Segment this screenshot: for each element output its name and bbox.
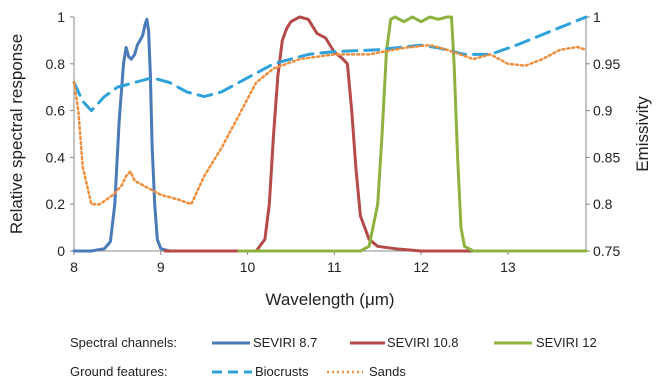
left-y-tick-label: 0.4 <box>46 149 66 165</box>
x-tick-label: 9 <box>157 259 165 275</box>
left-y-tick-label: 1 <box>57 9 65 25</box>
legend-group-title: Spectral channels: <box>70 335 177 350</box>
x-tick-label: 12 <box>413 259 429 275</box>
right-y-tick-label: 0.95 <box>593 56 620 72</box>
series-lines <box>72 15 588 253</box>
legend-group-title: Ground features: <box>70 364 168 379</box>
right-y-tick-label: 0.9 <box>593 103 613 119</box>
left-y-tick-label: 0 <box>57 243 65 259</box>
legend-label: SEVIRI 10.8 <box>387 335 459 350</box>
right-y-axis-label: Emissivity <box>633 96 652 172</box>
right-y-tick-label: 0.85 <box>593 149 620 165</box>
right-y-tick-label: 0.8 <box>593 196 613 212</box>
legend-label: SEVIRI 8.7 <box>253 335 317 350</box>
legend-label: SEVIRI 12 <box>536 335 597 350</box>
left-y-tick-label: 0.2 <box>46 196 66 212</box>
legend: Spectral channels: SEVIRI 8.7 SEVIRI 10.… <box>70 335 597 379</box>
left-y-axis-label: Relative spectral response <box>7 34 26 234</box>
legend-label: Biocrusts <box>255 364 309 379</box>
series-line-sands <box>72 43 588 206</box>
series-line-seviri-12 <box>237 15 588 253</box>
left-y-tick-label: 0.8 <box>46 56 66 72</box>
left-y-tick-label: 0.6 <box>46 103 66 119</box>
series-line-biocrusts <box>72 15 588 113</box>
tick-labels: 8 9 10 11 12 13 0 0.2 0.4 0.6 0.8 1 0.75 0.8 0.85 0.9 0.… <box>46 9 621 275</box>
x-tick-label: 8 <box>70 259 78 275</box>
x-tick-label: 13 <box>500 259 516 275</box>
x-tick-label: 10 <box>240 259 256 275</box>
series-line-seviri-8-7 <box>72 17 171 253</box>
x-axis-label: Wavelength (μm) <box>265 290 394 309</box>
right-y-tick-label: 1 <box>593 9 601 25</box>
x-tick-label: 11 <box>327 259 342 275</box>
legend-label: Sands <box>369 364 406 379</box>
right-y-tick-label: 0.75 <box>593 243 620 259</box>
